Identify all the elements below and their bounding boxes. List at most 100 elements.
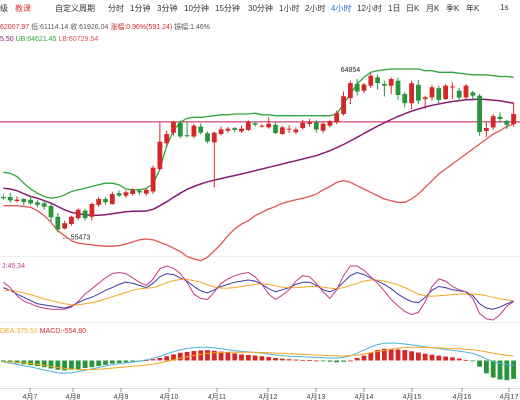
candle-body-0 — [1, 197, 6, 199]
tb-item-5[interactable]: 3分钟 — [157, 4, 178, 13]
candle-body-35 — [239, 128, 244, 132]
candle-body-30 — [205, 133, 210, 142]
tb-item-12[interactable]: 12小时 — [357, 4, 382, 13]
kdj-d-line — [3, 279, 514, 306]
macd-bar-8 — [55, 360, 61, 370]
macd-bar-13 — [89, 360, 95, 368]
candle-body-43 — [293, 129, 299, 133]
macd-bar-29 — [198, 350, 204, 361]
x-tick-label-7: 4月14 — [355, 393, 374, 400]
macd-bar-14 — [96, 360, 102, 366]
candle-body-73 — [497, 116, 503, 119]
candle-body-74 — [504, 120, 510, 125]
macd-bar-43 — [293, 359, 299, 361]
quote-amplitude: 振幅:1.46% — [174, 24, 210, 31]
kdj-j: J:45.34 — [2, 263, 25, 270]
x-tick-label-2: 4月9 — [114, 393, 129, 400]
macd-bar-42 — [286, 359, 292, 361]
macd-bar-59 — [402, 350, 408, 361]
candle-body-59 — [402, 94, 408, 104]
candle-body-68 — [463, 85, 469, 98]
candle-body-36 — [245, 121, 251, 130]
tb-item-3[interactable]: 分时 — [108, 4, 124, 13]
candle-body-9 — [62, 223, 67, 229]
tb-item-1[interactable]: 教课 — [15, 4, 31, 13]
boll-mid-band — [3, 98, 514, 217]
x-tick-label-10: 4月17 — [500, 393, 519, 400]
tb-item-10[interactable]: 2小时 — [305, 4, 326, 13]
macd-bar-1 — [7, 360, 13, 363]
candle-body-29 — [198, 126, 204, 133]
candle-body-54 — [368, 75, 374, 86]
macd-bar-51 — [348, 360, 353, 362]
macd-bar-22 — [150, 359, 156, 361]
candle-body-22 — [150, 167, 156, 192]
candle-body-65 — [443, 85, 448, 99]
tb-item-9[interactable]: 1小时 — [279, 4, 300, 13]
candle-body-48 — [327, 121, 333, 126]
candle-body-16 — [109, 194, 115, 204]
price-annotation-1: ← 55473 — [62, 234, 91, 241]
macd-bar-46 — [313, 360, 319, 362]
macd-bar-17 — [116, 360, 122, 363]
macd-bar-33 — [225, 352, 231, 361]
candle-body-3 — [21, 199, 27, 202]
macd-bar-19 — [130, 360, 136, 362]
tb-item-0[interactable]: 级 — [0, 4, 8, 13]
macd-bar-35 — [239, 354, 244, 361]
quote-low: 低:61114.14 — [31, 24, 69, 31]
macd-bar-53 — [361, 355, 367, 361]
candle-body-7 — [48, 206, 54, 218]
tb-item-6[interactable]: 10分钟 — [184, 4, 209, 13]
candle-body-18 — [123, 192, 129, 196]
candle-body-11 — [75, 209, 81, 219]
boll-upper-band — [3, 68, 514, 199]
candle-body-41 — [279, 127, 285, 134]
boll-ub: UB:64621.45 — [15, 36, 57, 43]
macd-bar-45 — [307, 360, 312, 361]
x-tick-label-5: 4月12 — [259, 393, 278, 400]
tb-item-14[interactable]: 日K — [406, 4, 420, 13]
macd-bar-9 — [62, 360, 67, 371]
tb-item-8[interactable]: 30分钟 — [248, 4, 273, 13]
candle-body-40 — [273, 124, 278, 133]
macd-bar-64 — [436, 355, 442, 361]
tb-item-2[interactable]: 自定义周期 — [55, 4, 95, 13]
boll-lower-band — [3, 123, 514, 262]
macd-bar-10 — [69, 360, 74, 370]
candle-body-31 — [211, 132, 217, 143]
tb-item-13[interactable]: 1日 — [388, 4, 401, 13]
candle-body-17 — [116, 193, 122, 196]
tb-item-17[interactable]: 年K — [466, 4, 480, 13]
macd-bar-73 — [497, 360, 503, 380]
macd-bar-16 — [109, 360, 115, 364]
candle-body-24 — [164, 134, 170, 144]
macd-bar-31 — [211, 350, 217, 361]
timeframe-toolbar: 级 教课 自定义周期 分时 1分钟 3分钟 10分钟 15分钟 30分钟 1小时… — [0, 0, 520, 16]
tb-item-15[interactable]: 月K — [426, 4, 440, 13]
macd-bar-61 — [416, 352, 421, 361]
macd-bar-62 — [422, 353, 428, 361]
tb-item-11[interactable]: 4小时 — [331, 4, 352, 13]
candle-body-52 — [354, 84, 360, 92]
candle-body-39 — [266, 123, 272, 128]
macd-bar-23 — [157, 358, 163, 361]
macd-bar-32 — [218, 351, 224, 361]
tb-item-18[interactable]: 1s — [500, 3, 509, 12]
candle-body-58 — [395, 80, 401, 95]
macd-bar-48 — [327, 360, 333, 362]
macd-bar-75 — [511, 360, 516, 379]
candle-body-5 — [35, 202, 40, 205]
tb-item-4[interactable]: 1分钟 — [130, 4, 151, 13]
candle-body-50 — [341, 96, 346, 114]
tb-item-16[interactable]: 季K — [446, 4, 460, 13]
x-tick-label-9: 4月16 — [453, 393, 472, 400]
macd-bar-3 — [21, 360, 27, 365]
x-tick-label-8: 4月15 — [403, 393, 422, 400]
candle-body-28 — [191, 125, 197, 137]
kdj-legend: J:45.34 — [2, 263, 25, 270]
tb-item-7[interactable]: 15分钟 — [215, 4, 240, 13]
candle-body-63 — [429, 87, 435, 98]
candle-body-37 — [252, 123, 258, 125]
macd-bar-54 — [368, 352, 374, 361]
